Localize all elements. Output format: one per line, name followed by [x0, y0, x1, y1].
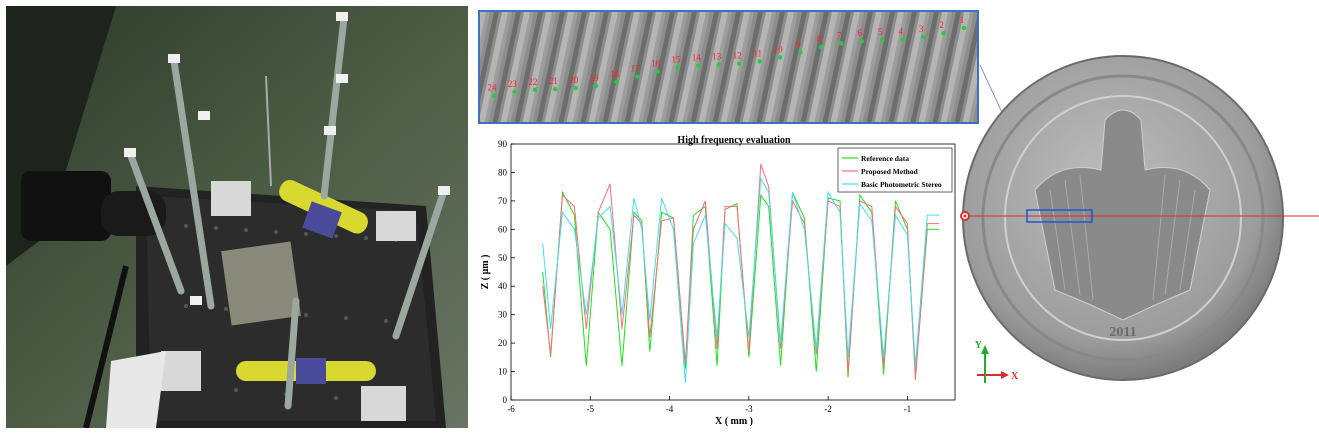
- high-frequency-chart: High frequency evaluation -6 -5 -4 -3 -2 -1 0 1…: [478, 128, 958, 433]
- surface-point-marker: [839, 41, 844, 46]
- y-axis-label: Z ( μm ): [480, 255, 491, 290]
- surface-point-label: 2: [939, 20, 944, 30]
- surface-point-label: 10: [774, 44, 784, 54]
- y-tick-label: 0: [503, 395, 508, 405]
- y-tick-label: 30: [498, 310, 508, 320]
- chart-title: High frequency evaluation: [677, 135, 791, 146]
- surface-point-label: 6: [858, 28, 863, 38]
- y-tick-label: 20: [498, 338, 508, 348]
- surface-point-marker: [573, 85, 578, 91]
- surface-point-marker: [737, 61, 742, 66]
- coin-panel: 2011 Y X: [955, 40, 1319, 437]
- coin-image: 2011 Y X: [960, 55, 1319, 383]
- surface-point-marker: [798, 50, 803, 55]
- roi-rectangle: [1026, 209, 1093, 223]
- surface-point-label: 12: [733, 51, 742, 61]
- y-tick-label: 90: [498, 139, 508, 149]
- surface-point-label: 24: [488, 83, 498, 93]
- surface-point-marker: [512, 89, 517, 95]
- surface-point-label: 3: [919, 24, 924, 34]
- surface-point-label: 23: [508, 79, 518, 89]
- surface-point-marker: [941, 30, 946, 36]
- surface-point-marker: [532, 87, 538, 93]
- x-tick-label: -1: [904, 404, 912, 414]
- axis-x-label: X: [1011, 371, 1019, 382]
- surface-point-marker: [818, 44, 824, 50]
- surface-point-label: 22: [528, 77, 537, 87]
- x-tick-label: -2: [824, 404, 832, 414]
- surface-point-marker: [634, 74, 640, 79]
- surface-point-label: 18: [610, 69, 620, 79]
- y-tick-label: 40: [498, 281, 508, 291]
- surface-point-label: 16: [651, 58, 661, 68]
- surface-point-marker: [491, 93, 497, 98]
- surface-point-marker: [757, 59, 762, 64]
- coin-year: 2011: [1109, 325, 1136, 340]
- x-tick-label: -5: [587, 404, 595, 414]
- surface-point-label: 1: [960, 15, 965, 25]
- photometric-stereo-rig-photo: [6, 6, 468, 428]
- surface-point-marker: [696, 63, 701, 68]
- x-tick-label: -6: [507, 404, 515, 414]
- surface-point-label: 21: [549, 76, 558, 86]
- surface-point-marker: [900, 37, 905, 42]
- x-axis-label: X ( mm ): [715, 416, 753, 427]
- surface-point-marker: [675, 65, 681, 70]
- series-line-3: [542, 176, 940, 383]
- y-tick-label: 60: [498, 224, 508, 234]
- surface-point-label: 13: [712, 52, 722, 62]
- surface-point-label: 9: [796, 39, 801, 49]
- surface-point-label: 8: [817, 34, 822, 44]
- surface-point-label: 17: [631, 64, 641, 74]
- surface-point-marker: [859, 38, 865, 44]
- surface-point-label: 20: [569, 75, 579, 85]
- axis-y-label: Y: [975, 340, 983, 351]
- surface-point-marker: [920, 34, 926, 40]
- y-tick-label: 70: [498, 196, 508, 206]
- surface-point-marker: [614, 79, 619, 84]
- x-tick-label: -4: [666, 404, 674, 414]
- surface-point-marker: [777, 55, 783, 60]
- y-tick-label: 10: [498, 367, 508, 377]
- surface-point-label: 14: [692, 53, 702, 63]
- axis-indicator: Y X: [975, 340, 1019, 383]
- surface-point-label: 7: [837, 30, 842, 40]
- surface-point-marker: [880, 38, 885, 43]
- setup-photo: [6, 6, 468, 428]
- surface-point-label: 15: [671, 55, 681, 65]
- legend-entry-3: Basic Photometric Stereo: [861, 180, 942, 189]
- surface-point-label: 11: [753, 48, 762, 58]
- surface-point-marker: [716, 62, 721, 67]
- legend: Reference data Proposed Method Basic Photo…: [837, 147, 953, 193]
- surface-point-marker: [655, 69, 660, 74]
- surface-crop-panel: 1 2 3 4 5 6 7 8 9 10 11 12 13 14 15 16 17 18 19 20 21 22 23 24: [478, 10, 979, 124]
- x-tick-label: -3: [745, 404, 753, 414]
- y-tick-label: 80: [498, 167, 508, 177]
- legend-entry-2: Proposed Method: [861, 167, 919, 176]
- chart-panel: High frequency evaluation -6 -5 -4 -3 -2 -1 0 1…: [478, 128, 958, 433]
- y-tick-label: 50: [498, 253, 508, 263]
- series-line-2: [542, 163, 940, 381]
- surface-point-label: 4: [898, 26, 903, 36]
- eagle-emblem: [1034, 109, 1211, 321]
- surface-point-marker: [961, 25, 967, 31]
- surface-point-label: 19: [590, 73, 600, 83]
- legend-entry-1: Reference data: [861, 154, 909, 163]
- surface-point-label: 5: [878, 27, 883, 37]
- surface-point-marker: [553, 86, 558, 92]
- surface-point-marker: [593, 83, 599, 88]
